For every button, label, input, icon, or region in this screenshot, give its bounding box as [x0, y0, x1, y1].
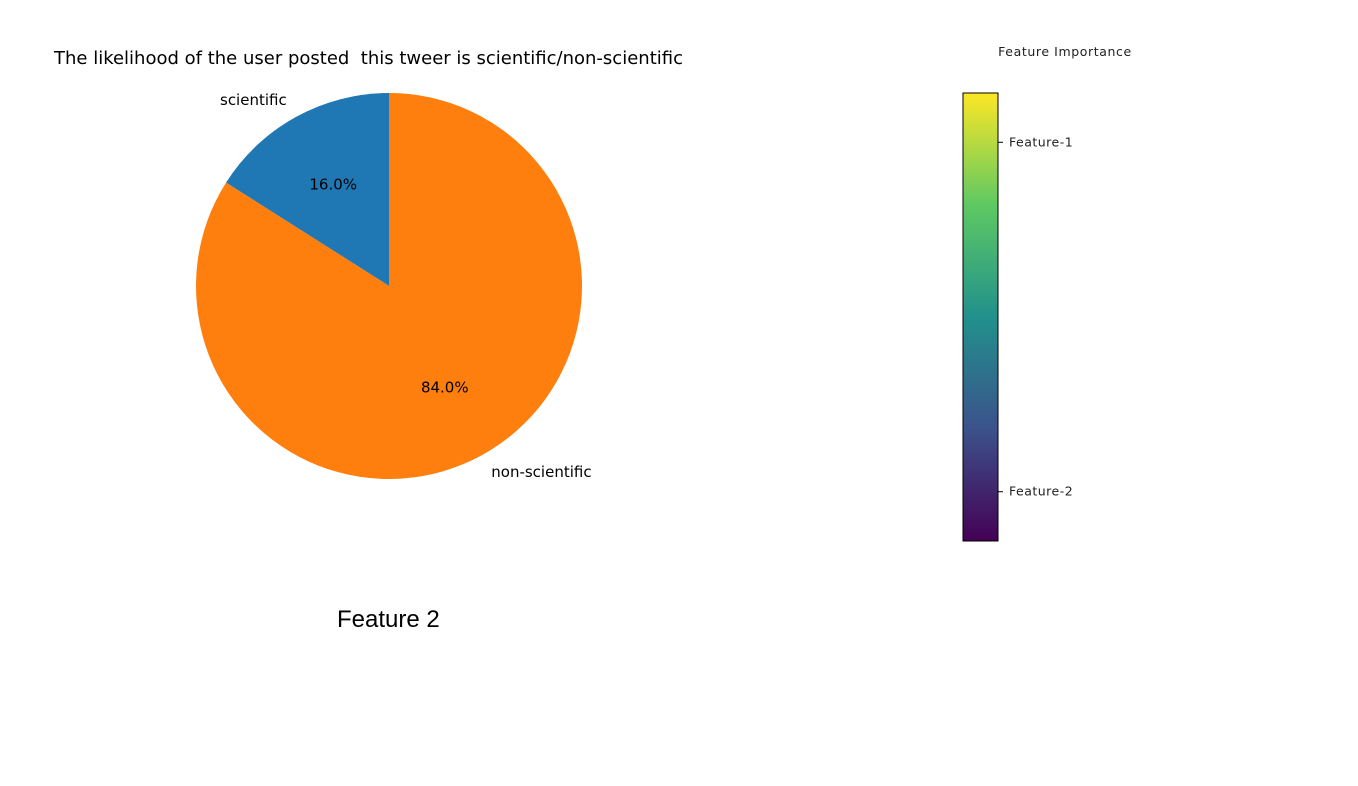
pie-chart-title: The likelihood of the user posted this t… — [53, 48, 683, 69]
figure-caption: Feature 2 — [337, 606, 440, 633]
pie-chart: The likelihood of the user posted this t… — [53, 48, 683, 481]
colorbar-tick-label: Feature-1 — [1009, 134, 1073, 149]
colorbar-tick-label: Feature-2 — [1009, 484, 1073, 499]
pie-percent-label: 16.0% — [309, 176, 357, 194]
colorbar-ticks: Feature-1 Feature-2 — [998, 134, 1073, 499]
pie-slice-scientific — [226, 93, 389, 286]
pie-percent-label: 84.0% — [421, 378, 469, 396]
colorbar-title: Feature Importance — [998, 44, 1132, 59]
pie-labels: 16.0% scientific 84.0% non-scientific — [220, 91, 592, 481]
colorbar-gradient — [962, 92, 999, 542]
pie-category-label: non-scientific — [491, 463, 591, 481]
pie-slices — [195, 93, 582, 479]
pie-category-label: scientific — [220, 91, 287, 109]
colorbar: Feature Importance Feature-1 Feature-2 — [962, 44, 1132, 542]
pie-slice-non-scientific — [195, 93, 582, 479]
